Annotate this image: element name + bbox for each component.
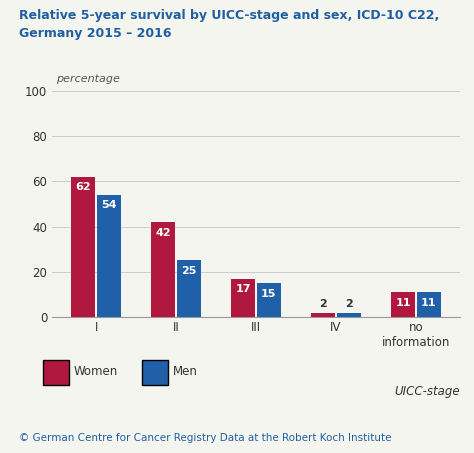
Text: percentage: percentage — [56, 74, 120, 84]
Text: 54: 54 — [101, 200, 117, 211]
Bar — [71, 177, 95, 317]
Text: Women: Women — [73, 365, 118, 378]
Bar — [311, 313, 335, 317]
Text: 62: 62 — [75, 182, 91, 193]
Bar — [151, 222, 175, 317]
Text: 42: 42 — [155, 227, 171, 238]
Text: 11: 11 — [395, 298, 411, 308]
Bar — [177, 260, 201, 317]
Text: 17: 17 — [236, 284, 251, 294]
Text: UICC-stage: UICC-stage — [394, 385, 460, 398]
Bar — [257, 283, 281, 317]
Bar — [231, 279, 255, 317]
Text: 11: 11 — [421, 298, 437, 308]
Bar — [97, 195, 121, 317]
Text: 15: 15 — [261, 289, 276, 299]
Text: 2: 2 — [319, 299, 327, 309]
Text: Relative 5-year survival by UICC-stage and sex, ICD-10 C22,
Germany 2015 – 2016: Relative 5-year survival by UICC-stage a… — [19, 9, 439, 39]
Bar — [337, 313, 361, 317]
Text: © German Centre for Cancer Registry Data at the Robert Koch Institute: © German Centre for Cancer Registry Data… — [19, 433, 392, 443]
Text: 2: 2 — [345, 299, 353, 309]
Bar — [391, 292, 415, 317]
Text: Men: Men — [173, 365, 198, 378]
Text: 25: 25 — [181, 266, 197, 276]
Bar — [417, 292, 441, 317]
